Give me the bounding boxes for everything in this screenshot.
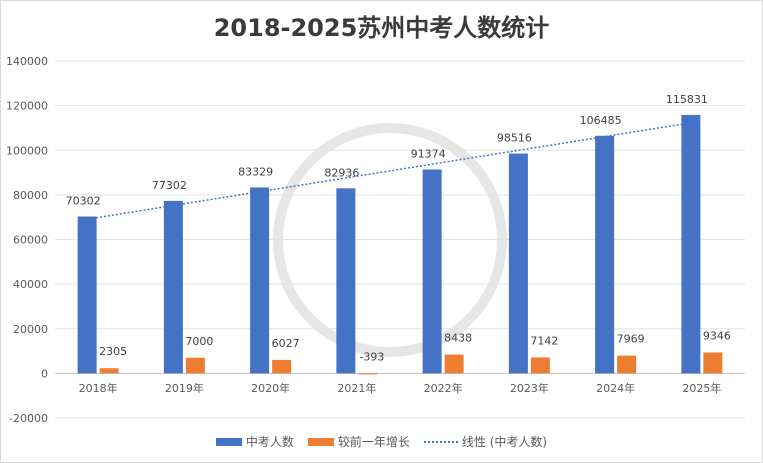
- data-label: 6027: [272, 337, 300, 350]
- data-label: 7142: [530, 334, 558, 347]
- legend-label: 较前一年增长: [337, 435, 410, 449]
- y-tick-label: -20000: [9, 412, 48, 425]
- bar-growth: [617, 355, 637, 374]
- legend-item-trendline: 线性 (中考人数): [423, 433, 548, 450]
- data-label: 115831: [666, 93, 708, 106]
- data-label: 70302: [66, 195, 101, 208]
- y-tick-label: 80000: [13, 189, 48, 202]
- bar-growth: [358, 373, 378, 375]
- data-label: 2305: [99, 345, 127, 358]
- bar-growth: [444, 354, 464, 374]
- legend-swatch: [423, 440, 458, 443]
- trendline: [88, 121, 692, 220]
- x-tick-label: 2021年: [337, 381, 376, 395]
- bar-total: [508, 153, 528, 374]
- x-tick-label: 2023年: [510, 381, 549, 395]
- legend-label: 线性 (中考人数): [461, 435, 548, 449]
- data-label: 106485: [580, 114, 622, 127]
- data-label: 7969: [617, 333, 645, 346]
- bar-growth: [272, 359, 292, 374]
- bar-total: [163, 200, 183, 374]
- data-label: 98516: [497, 132, 532, 145]
- bar-total: [77, 216, 97, 374]
- bar-total: [422, 169, 442, 374]
- data-label: 91374: [411, 147, 446, 160]
- y-tick-label: 40000: [13, 278, 48, 291]
- data-label: 83329: [238, 165, 273, 178]
- bar-total: [681, 114, 701, 374]
- bar-growth: [530, 357, 550, 374]
- chart-title: 2018-2025苏州中考人数统计: [213, 14, 550, 42]
- bar-growth: [185, 357, 205, 374]
- bar-growth: [703, 352, 723, 374]
- data-label: 77302: [152, 179, 187, 192]
- x-tick-label: 2019年: [165, 381, 204, 395]
- legend-label: 中考人数: [245, 435, 294, 449]
- legend-swatch: [307, 437, 334, 446]
- x-tick-label: 2018年: [79, 381, 118, 395]
- data-label: 8438: [444, 332, 472, 345]
- bar-total: [250, 187, 270, 374]
- data-label: 9346: [703, 330, 731, 343]
- x-tick-label: 2024年: [596, 381, 635, 395]
- bar-total: [595, 135, 615, 374]
- legend-item-series-1: 较前一年增长: [307, 433, 410, 450]
- y-tick-label: 140000: [6, 55, 48, 68]
- legend-swatch: [215, 437, 242, 446]
- y-tick-label: 120000: [6, 100, 48, 113]
- bar-growth: [99, 368, 119, 374]
- x-tick-label: 2020年: [251, 381, 290, 395]
- x-tick-label: 2022年: [424, 381, 463, 395]
- y-tick-label: 20000: [13, 323, 48, 336]
- x-tick-label: 2025年: [682, 381, 721, 395]
- y-tick-label: 60000: [13, 234, 48, 247]
- bar-total: [336, 188, 356, 374]
- data-label: -393: [359, 350, 384, 363]
- data-label: 82936: [324, 166, 359, 179]
- data-label: 7000: [185, 335, 213, 348]
- y-tick-label: 0: [41, 367, 48, 380]
- legend: 中考人数 较前一年增长 线性 (中考人数): [0, 433, 763, 450]
- legend-item-series-0: 中考人数: [215, 433, 294, 450]
- y-tick-label: 100000: [6, 144, 48, 157]
